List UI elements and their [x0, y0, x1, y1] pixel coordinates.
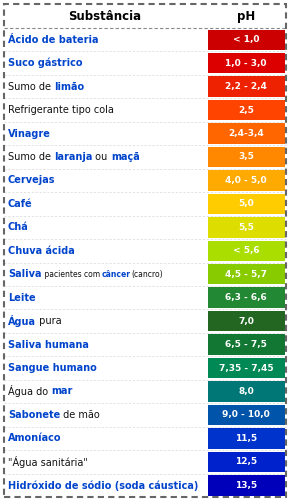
- Text: 1,0 - 3,0: 1,0 - 3,0: [225, 59, 267, 68]
- Text: 6,5 - 7,5: 6,5 - 7,5: [225, 340, 267, 349]
- Text: Chá: Chá: [8, 222, 29, 232]
- Text: Sumo de: Sumo de: [8, 82, 54, 92]
- Text: 2,5: 2,5: [238, 106, 254, 115]
- Text: Água: Água: [8, 315, 36, 327]
- Text: maçã: maçã: [111, 152, 139, 162]
- Text: (cancro): (cancro): [131, 270, 163, 279]
- Text: 9,0 - 10,0: 9,0 - 10,0: [222, 410, 270, 419]
- Text: < 1,0: < 1,0: [233, 35, 259, 44]
- Bar: [208, 311, 284, 331]
- Text: pH: pH: [237, 10, 255, 23]
- Bar: [208, 428, 284, 448]
- Text: 2,4-3,4: 2,4-3,4: [228, 129, 264, 138]
- Text: 7,35 - 7,45: 7,35 - 7,45: [219, 364, 273, 373]
- Text: "Água sanitária": "Água sanitária": [8, 456, 88, 468]
- Bar: [208, 100, 284, 120]
- Bar: [208, 194, 284, 214]
- Bar: [208, 405, 284, 425]
- Text: Sabonete: Sabonete: [8, 410, 60, 420]
- Bar: [208, 240, 284, 261]
- Bar: [208, 76, 284, 97]
- Bar: [208, 334, 284, 355]
- Text: Água do: Água do: [8, 385, 51, 397]
- Text: pacientes com: pacientes com: [41, 270, 102, 279]
- Text: 4,5 - 5,7: 4,5 - 5,7: [225, 270, 267, 279]
- Text: Leite: Leite: [8, 293, 36, 303]
- Text: Saliva: Saliva: [8, 269, 41, 279]
- Text: Substância: Substância: [68, 10, 142, 23]
- Text: Vinagre: Vinagre: [8, 129, 51, 138]
- Text: 11,5: 11,5: [235, 434, 257, 443]
- Text: laranja: laranja: [54, 152, 93, 162]
- Bar: [208, 30, 284, 50]
- Text: Saliva humana: Saliva humana: [8, 340, 89, 350]
- Bar: [208, 217, 284, 237]
- Bar: [208, 170, 284, 191]
- Text: ou: ou: [93, 152, 111, 162]
- Text: Refrigerante tipo cola: Refrigerante tipo cola: [8, 105, 114, 115]
- Text: Hidróxido de sódio (soda cáustica): Hidróxido de sódio (soda cáustica): [8, 480, 198, 490]
- Bar: [208, 264, 284, 285]
- Bar: [208, 288, 284, 308]
- Bar: [208, 147, 284, 167]
- Text: 13,5: 13,5: [235, 481, 257, 490]
- Text: Café: Café: [8, 199, 32, 209]
- Text: limão: limão: [54, 82, 84, 92]
- Text: mar: mar: [51, 386, 72, 396]
- Bar: [208, 451, 284, 472]
- Text: Sumo de: Sumo de: [8, 152, 54, 162]
- Text: 12,5: 12,5: [235, 457, 257, 466]
- Text: Sangue humano: Sangue humano: [8, 363, 97, 373]
- Bar: [208, 475, 284, 495]
- Text: Cervejas: Cervejas: [8, 175, 55, 185]
- Text: 2,2 - 2,4: 2,2 - 2,4: [225, 82, 267, 91]
- Text: 8,0: 8,0: [238, 387, 254, 396]
- Text: de mão: de mão: [60, 410, 100, 420]
- Text: 5,0: 5,0: [238, 199, 254, 208]
- Text: câncer: câncer: [102, 270, 131, 279]
- Text: 7,0: 7,0: [238, 317, 254, 326]
- Bar: [208, 123, 284, 144]
- Text: 4,0 - 5,0: 4,0 - 5,0: [225, 176, 267, 185]
- Text: pura: pura: [36, 316, 61, 326]
- Bar: [208, 53, 284, 74]
- Text: 6,3 - 6,6: 6,3 - 6,6: [225, 293, 267, 302]
- Text: Suco gástrico: Suco gástrico: [8, 58, 82, 69]
- Text: Chuva ácida: Chuva ácida: [8, 246, 75, 256]
- Bar: [208, 358, 284, 378]
- Text: 3,5: 3,5: [238, 152, 254, 161]
- Bar: [208, 381, 284, 402]
- Text: 5,5: 5,5: [238, 223, 254, 232]
- Text: Amoníaco: Amoníaco: [8, 433, 61, 443]
- Text: < 5,6: < 5,6: [233, 246, 259, 256]
- Text: Ácido de bateria: Ácido de bateria: [8, 35, 99, 45]
